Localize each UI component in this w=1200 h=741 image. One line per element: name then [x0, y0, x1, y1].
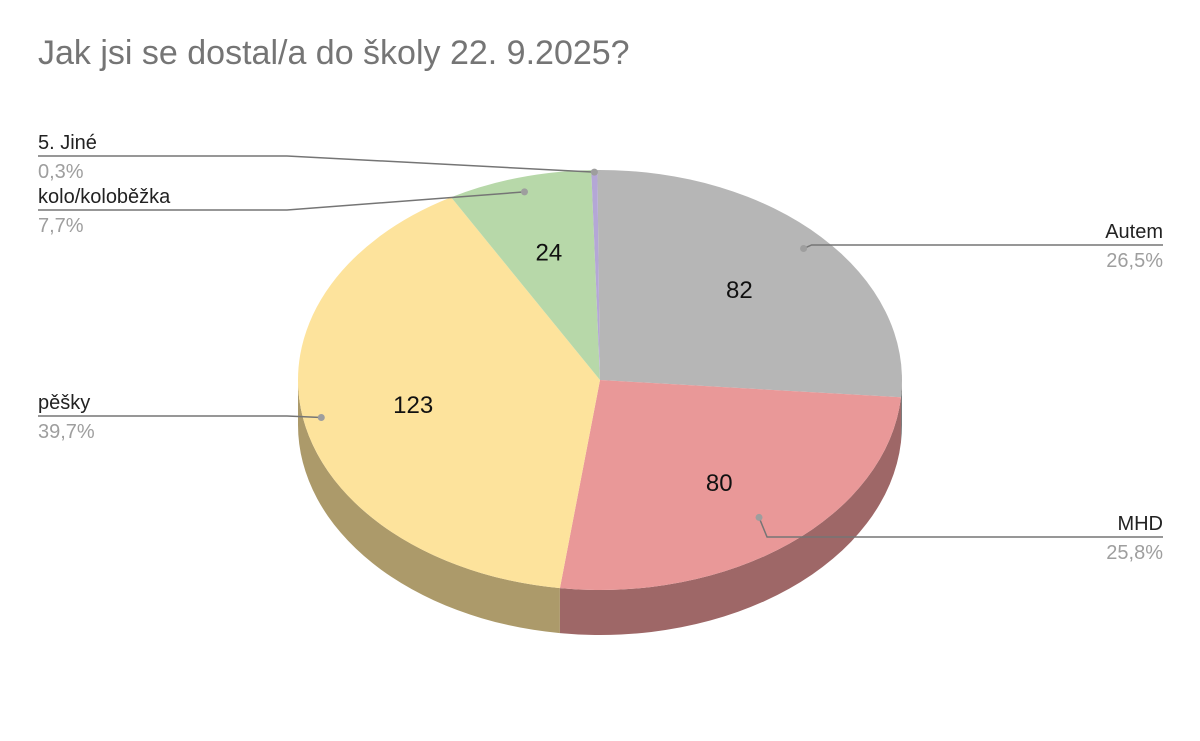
pie-callouts: Autem 26,5% MHD 25,8% pěšky 39,7% kolo/koloběž…: [38, 132, 1163, 564]
legend-label-pesky: pěšky: [38, 392, 90, 414]
pie-slice-5-jine: [591, 170, 600, 380]
pie-side-walls: [298, 380, 902, 635]
legend-label-5-jine: 5. Jiné: [38, 132, 97, 154]
chart-title: Jak jsi se dostal/a do školy 22. 9.2025?: [38, 34, 630, 72]
pie-slice-autem: [597, 170, 902, 398]
callout-line-kolo-kolobezka: [38, 191, 525, 211]
legend-percent-pesky: 39,7%: [38, 421, 95, 443]
value-label-mhd: 80: [706, 470, 733, 497]
legend-label-kolo-kolobezka: kolo/koloběžka: [38, 186, 171, 208]
legend-percent-kolo-kolobezka: 7,7%: [38, 215, 84, 237]
callout-dot-5-jine: [590, 168, 598, 176]
value-label-kolo-kolobezka: 24: [535, 240, 562, 267]
callout-dot-mhd: [755, 513, 763, 521]
callout-line-autem: [803, 244, 1163, 250]
pie-slice-pesky: [298, 197, 600, 589]
pie-slices: [298, 170, 902, 590]
callout-line-pesky: [38, 415, 322, 419]
pie-slice-mhd: [559, 380, 901, 590]
pie-value-labels: 82 80 123 24: [393, 240, 753, 498]
legend-label-mhd: MHD: [1117, 513, 1163, 535]
legend-percent-autem: 26,5%: [1106, 250, 1163, 272]
legend-percent-mhd: 25,8%: [1106, 542, 1163, 564]
callout-dot-autem: [800, 245, 808, 253]
pie-side-autem: [900, 380, 902, 443]
callout-dot-kolo-kolobezka: [520, 188, 528, 196]
pie-slice-kolo-kolobezka: [451, 170, 600, 380]
callout-line-mhd: [758, 517, 1163, 538]
pie-side-mhd: [559, 397, 901, 635]
value-label-pesky: 123: [393, 392, 433, 419]
legend-label-autem: Autem: [1105, 221, 1163, 243]
value-label-autem: 82: [726, 277, 753, 304]
pie-side-pesky: [298, 380, 560, 634]
callout-dot-pesky: [317, 414, 325, 422]
callout-line-5-jine: [38, 155, 595, 173]
legend-percent-5-jine: 0,3%: [38, 161, 84, 183]
